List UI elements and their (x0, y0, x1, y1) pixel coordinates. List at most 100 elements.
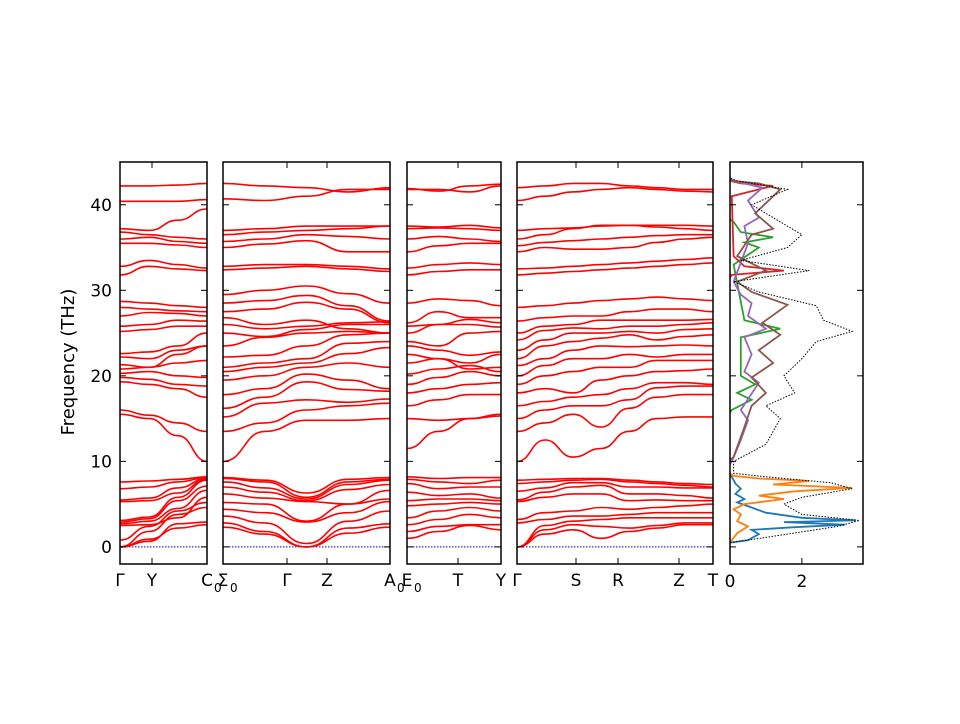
band-branch (517, 511, 713, 524)
band-branch (120, 496, 207, 527)
x-tick-label: T (452, 571, 464, 591)
x-tick-label: Z (321, 571, 333, 591)
band-branch (517, 484, 713, 501)
band-branch (223, 294, 390, 322)
band-branch (120, 325, 207, 333)
x-tick-subscript: 0 (414, 581, 422, 595)
band-branch (120, 359, 207, 370)
band-branch (407, 498, 501, 502)
panel-frame (222, 161, 391, 565)
band-branch (223, 477, 390, 499)
band-branch (407, 318, 501, 327)
band-branch (120, 231, 207, 240)
band-branch (223, 340, 390, 369)
band-branch (407, 262, 501, 269)
band-branch (517, 359, 713, 386)
band-branch (517, 233, 713, 247)
band-branch (517, 318, 713, 334)
band-branch (407, 491, 501, 499)
x-tick-label: Z (673, 571, 685, 591)
band-branch (223, 323, 390, 338)
y-tick-label: 10 (90, 452, 112, 472)
panel-frame (119, 161, 208, 565)
band-branch (407, 415, 501, 422)
band-branch (517, 477, 713, 486)
band-branch (517, 236, 713, 253)
band-branch (517, 517, 713, 548)
panel-frame (406, 161, 502, 565)
band-branch (120, 319, 207, 327)
band-branch (120, 208, 207, 232)
band-branch (223, 483, 390, 502)
y-axis-label: Frequency (THz) (58, 289, 79, 436)
band-branch (517, 522, 713, 548)
y-tick-label: 20 (90, 367, 112, 387)
band-branch (517, 322, 713, 341)
x-tick-label: A (384, 571, 396, 591)
band-branch (223, 182, 390, 193)
band-branch (223, 239, 390, 253)
band-branch (407, 235, 501, 243)
pdos-partial-curve (730, 472, 853, 544)
band-branch (517, 333, 713, 360)
band-branch (223, 417, 390, 463)
band-branch (407, 381, 501, 394)
band-branch (517, 416, 713, 463)
x-tick-label: Γ (115, 571, 125, 591)
pdos-partial-curve (730, 177, 768, 465)
x-tick-label: C (201, 571, 213, 591)
band-branch (120, 370, 207, 379)
band-branch (517, 393, 713, 433)
pdos-partial-curve (730, 473, 856, 544)
x-tick-label: Γ (512, 571, 522, 591)
band-branch (517, 381, 713, 407)
band-branch (120, 413, 207, 463)
band-branch (407, 523, 501, 533)
band-branch (517, 262, 713, 276)
band-branch (517, 308, 713, 322)
x-tick-label: Y (495, 571, 507, 591)
band-branch (120, 489, 207, 525)
band-branch (223, 373, 390, 396)
band-branch (223, 380, 390, 410)
band-branch (120, 236, 207, 245)
band-branch (407, 476, 501, 480)
band-branch (517, 296, 713, 309)
band-branch (407, 413, 501, 450)
band-branch (517, 478, 713, 488)
band-branch (517, 344, 713, 367)
band-branch (517, 368, 713, 394)
band-branch (517, 503, 713, 521)
x-tick-label: Σ (218, 571, 229, 591)
band-branch (223, 522, 390, 548)
band-branch (223, 398, 390, 418)
band-branch (407, 513, 501, 526)
x-tick-subscript: 0 (397, 581, 405, 595)
band-branch (407, 330, 501, 347)
band-branch (407, 242, 501, 253)
band-branch (120, 409, 207, 433)
band-branch (407, 227, 501, 232)
band-branch (223, 188, 390, 202)
y-tick-label: 30 (90, 281, 112, 301)
pdos-partial-curve (730, 179, 790, 461)
band-branch (407, 506, 501, 519)
band-branch (407, 353, 501, 364)
band-branch (120, 198, 207, 203)
band-branch (120, 521, 207, 548)
pdos-frame (729, 161, 864, 565)
band-branch (223, 225, 390, 236)
band-branch (223, 479, 390, 500)
band-branch (223, 330, 390, 347)
band-branch (223, 301, 390, 324)
band-branch (120, 311, 207, 317)
band-branch (223, 476, 390, 494)
band-branch (517, 523, 713, 548)
band-branch (407, 482, 501, 490)
band-branch (223, 500, 390, 523)
